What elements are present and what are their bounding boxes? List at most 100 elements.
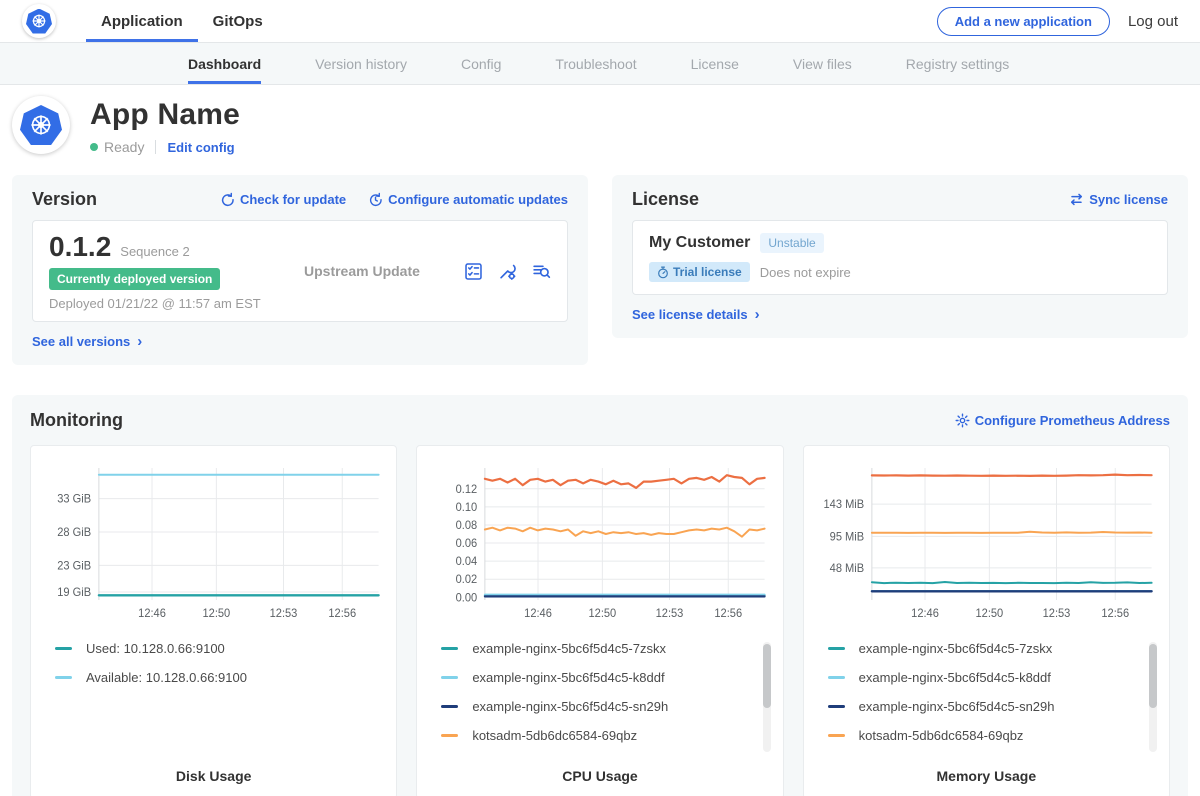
legend-swatch	[441, 647, 458, 650]
status-dot	[90, 143, 98, 151]
license-card-title: License	[632, 189, 699, 210]
svg-text:12:46: 12:46	[138, 608, 166, 620]
svg-text:0.00: 0.00	[456, 592, 478, 604]
refresh-icon	[220, 192, 235, 207]
legend-swatch	[441, 705, 458, 708]
legend-item[interactable]: Available: 10.128.0.66:9100	[55, 669, 386, 685]
chart-title: CPU Usage	[427, 762, 772, 784]
chart-title: Disk Usage	[41, 762, 386, 784]
top-nav-tab-gitops[interactable]: GitOps	[198, 0, 278, 42]
add-application-button[interactable]: Add a new application	[937, 7, 1110, 36]
customer-name: My Customer	[649, 234, 750, 252]
channel-badge: Unstable	[760, 233, 823, 253]
kubernetes-logo	[22, 4, 56, 38]
svg-text:0.02: 0.02	[456, 574, 478, 586]
monitoring-title: Monitoring	[30, 410, 123, 431]
svg-text:12:56: 12:56	[715, 608, 743, 620]
legend-label: example-nginx-5bc6f5d4c5-k8ddf	[859, 670, 1051, 685]
config-wrench-icon[interactable]	[498, 262, 517, 281]
version-sequence: Sequence 2	[120, 244, 189, 259]
configure-prometheus-link[interactable]: Configure Prometheus Address	[955, 413, 1170, 428]
see-all-versions-row: See all versions›	[32, 333, 568, 351]
legend-label: example-nginx-5bc6f5d4c5-7zskx	[472, 641, 666, 656]
tab-license[interactable]: License	[691, 43, 739, 84]
chart-plot[interactable]: 143 MiB95 MiB48 MiB12:4612:5012:5312:56	[814, 458, 1159, 626]
tab-troubleshoot[interactable]: Troubleshoot	[555, 43, 636, 84]
svg-text:12:56: 12:56	[328, 608, 356, 620]
tab-view-files[interactable]: View files	[793, 43, 852, 84]
legend-label: example-nginx-5bc6f5d4c5-7zskx	[859, 641, 1053, 656]
edit-config-link[interactable]: Edit config	[167, 140, 234, 155]
version-number: 0.1.2	[49, 231, 111, 263]
tab-dashboard[interactable]: Dashboard	[188, 43, 261, 84]
chart-legend: example-nginx-5bc6f5d4c5-7zskx example-ng…	[427, 640, 772, 762]
svg-text:12:56: 12:56	[1101, 608, 1129, 620]
svg-text:0.08: 0.08	[456, 520, 478, 532]
legend-swatch	[828, 705, 845, 708]
legend-item[interactable]: Used: 10.128.0.66:9100	[55, 640, 386, 656]
cards-row: Version Check for update	[0, 175, 1200, 365]
preflight-checklist-icon[interactable]	[464, 262, 483, 281]
update-type-label: Upstream Update	[304, 263, 464, 279]
legend-item[interactable]: example-nginx-5bc6f5d4c5-7zskx	[441, 640, 772, 656]
trial-license-badge: Trial license	[649, 262, 750, 282]
svg-text:12:50: 12:50	[589, 608, 617, 620]
scrollbar-thumb[interactable]	[763, 644, 771, 708]
legend-item[interactable]: example-nginx-5bc6f5d4c5-k8ddf	[441, 669, 772, 685]
chart-plot[interactable]: 0.120.100.080.060.040.020.0012:4612:5012…	[427, 458, 772, 626]
legend-label: example-nginx-5bc6f5d4c5-sn29h	[859, 699, 1055, 714]
legend-swatch	[828, 647, 845, 650]
svg-text:28 GiB: 28 GiB	[57, 527, 91, 539]
legend-item[interactable]: example-nginx-5bc6f5d4c5-7zskx	[828, 640, 1159, 656]
tab-registry-settings[interactable]: Registry settings	[906, 43, 1009, 84]
legend-label: example-nginx-5bc6f5d4c5-k8ddf	[472, 670, 664, 685]
legend-scrollbar[interactable]	[1149, 642, 1157, 752]
deploy-logs-icon[interactable]	[532, 262, 551, 281]
svg-text:12:53: 12:53	[1042, 608, 1070, 620]
see-all-versions-link[interactable]: See all versions›	[32, 333, 142, 350]
svg-text:12:46: 12:46	[911, 608, 939, 620]
legend-item[interactable]: kotsadm-5db6dc6584-69qbz	[828, 727, 1159, 743]
legend-item[interactable]: example-nginx-5bc6f5d4c5-sn29h	[828, 698, 1159, 714]
sync-license-link[interactable]: Sync license	[1069, 192, 1168, 207]
chart-plot[interactable]: 33 GiB28 GiB23 GiB19 GiB12:4612:5012:531…	[41, 458, 386, 626]
page-title: App Name	[90, 98, 240, 132]
legend-label: kotsadm-5db6dc6584-69qbz	[859, 728, 1024, 743]
legend-label: example-nginx-5bc6f5d4c5-sn29h	[472, 699, 668, 714]
legend-swatch	[441, 734, 458, 737]
legend-scrollbar[interactable]	[763, 642, 771, 752]
chart-card-cpu-usage: 0.120.100.080.060.040.020.0012:4612:5012…	[416, 445, 783, 796]
legend-item[interactable]: example-nginx-5bc6f5d4c5-k8ddf	[828, 669, 1159, 685]
logout-link[interactable]: Log out	[1128, 13, 1178, 30]
chevron-right-icon: ›	[137, 333, 142, 350]
legend-item[interactable]: example-nginx-5bc6f5d4c5-sn29h	[441, 698, 772, 714]
svg-text:12:53: 12:53	[270, 608, 298, 620]
sync-arrows-icon	[1069, 192, 1084, 207]
svg-text:19 GiB: 19 GiB	[57, 587, 91, 599]
svg-text:48 MiB: 48 MiB	[829, 563, 863, 575]
check-for-update-link[interactable]: Check for update	[220, 192, 346, 207]
see-license-details-link[interactable]: See license details›	[632, 306, 760, 323]
top-nav-tab-application[interactable]: Application	[86, 0, 198, 42]
svg-text:12:50: 12:50	[203, 608, 231, 620]
expiry-text: Does not expire	[760, 265, 851, 280]
chart-title: Memory Usage	[814, 762, 1159, 784]
svg-text:12:53: 12:53	[656, 608, 684, 620]
currently-deployed-badge: Currently deployed version	[49, 268, 220, 290]
svg-text:143 MiB: 143 MiB	[823, 499, 864, 511]
svg-text:12:46: 12:46	[524, 608, 552, 620]
configure-automatic-updates-link[interactable]: Configure automatic updates	[368, 192, 568, 207]
legend-swatch	[55, 676, 72, 679]
legend-label: Used: 10.128.0.66:9100	[86, 641, 225, 656]
scrollbar-thumb[interactable]	[1149, 644, 1157, 708]
license-card: License Sync license My Customer Unstabl…	[612, 175, 1188, 338]
svg-text:95 MiB: 95 MiB	[829, 531, 863, 543]
legend-item[interactable]: kotsadm-5db6dc6584-69qbz	[441, 727, 772, 743]
deployed-version-row: 0.1.2 Sequence 2 Currently deployed vers…	[32, 220, 568, 322]
svg-text:23 GiB: 23 GiB	[57, 560, 91, 572]
deployed-timestamp: Deployed 01/21/22 @ 11:57 am EST	[49, 296, 304, 311]
tab-version-history[interactable]: Version history	[315, 43, 407, 84]
status-text: Ready	[104, 139, 144, 155]
tab-config[interactable]: Config	[461, 43, 501, 84]
clock-refresh-icon	[368, 192, 383, 207]
